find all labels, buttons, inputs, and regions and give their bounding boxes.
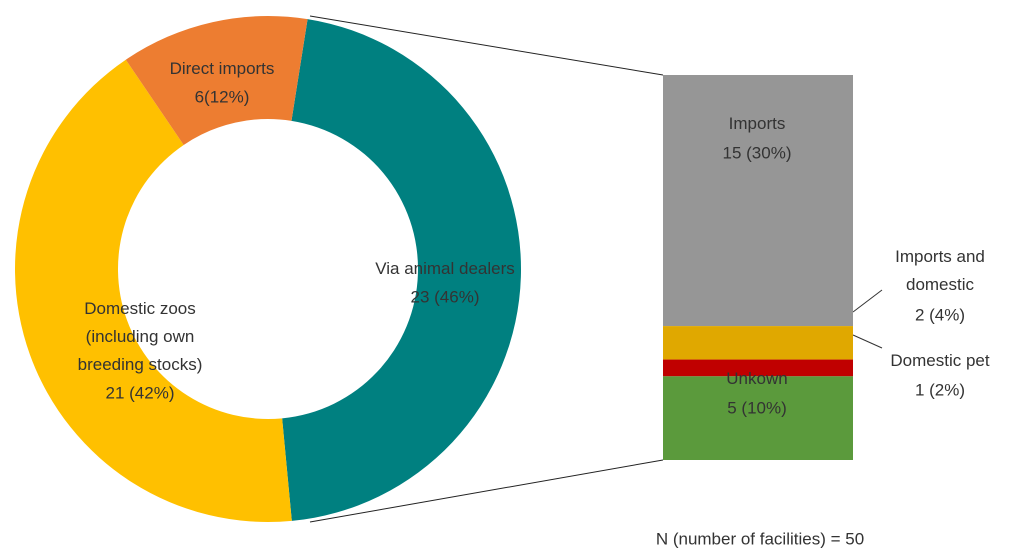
bar-segment: [663, 75, 853, 327]
segment-label: Domestic pet: [890, 351, 989, 370]
bar-segment: [663, 359, 853, 377]
segment-label: Unkown: [726, 369, 787, 388]
leader-line: [852, 334, 883, 349]
connector: [309, 459, 664, 523]
slice-label: Direct imports: [170, 59, 275, 78]
slice-label: Domestic zoos (including own breeding stoc…: [78, 299, 203, 374]
slice-value-label: 6(12%): [195, 87, 250, 106]
slice-label: Via animal dealers: [375, 259, 515, 278]
leader-line: [852, 289, 883, 313]
segment-value-label: 5 (10%): [727, 398, 787, 417]
segment-value-label: 15 (30%): [723, 143, 792, 162]
donut-slice: [14, 59, 292, 522]
slice-value-label: 21 (42%): [106, 383, 175, 402]
segment-value-label: 1 (2%): [915, 380, 965, 399]
segment-label: Imports and domestic: [895, 247, 985, 294]
bar-segment: [663, 326, 853, 360]
donut-slice: [125, 16, 308, 145]
bar-segment: [663, 376, 853, 460]
segment-value-label: 2 (4%): [915, 305, 965, 324]
connector: [309, 15, 664, 76]
donut-slice: [282, 19, 522, 521]
segment-label: Imports: [729, 114, 786, 133]
note: N (number of facilities) = 50: [656, 529, 864, 548]
slice-value-label: 23 (46%): [411, 287, 480, 306]
